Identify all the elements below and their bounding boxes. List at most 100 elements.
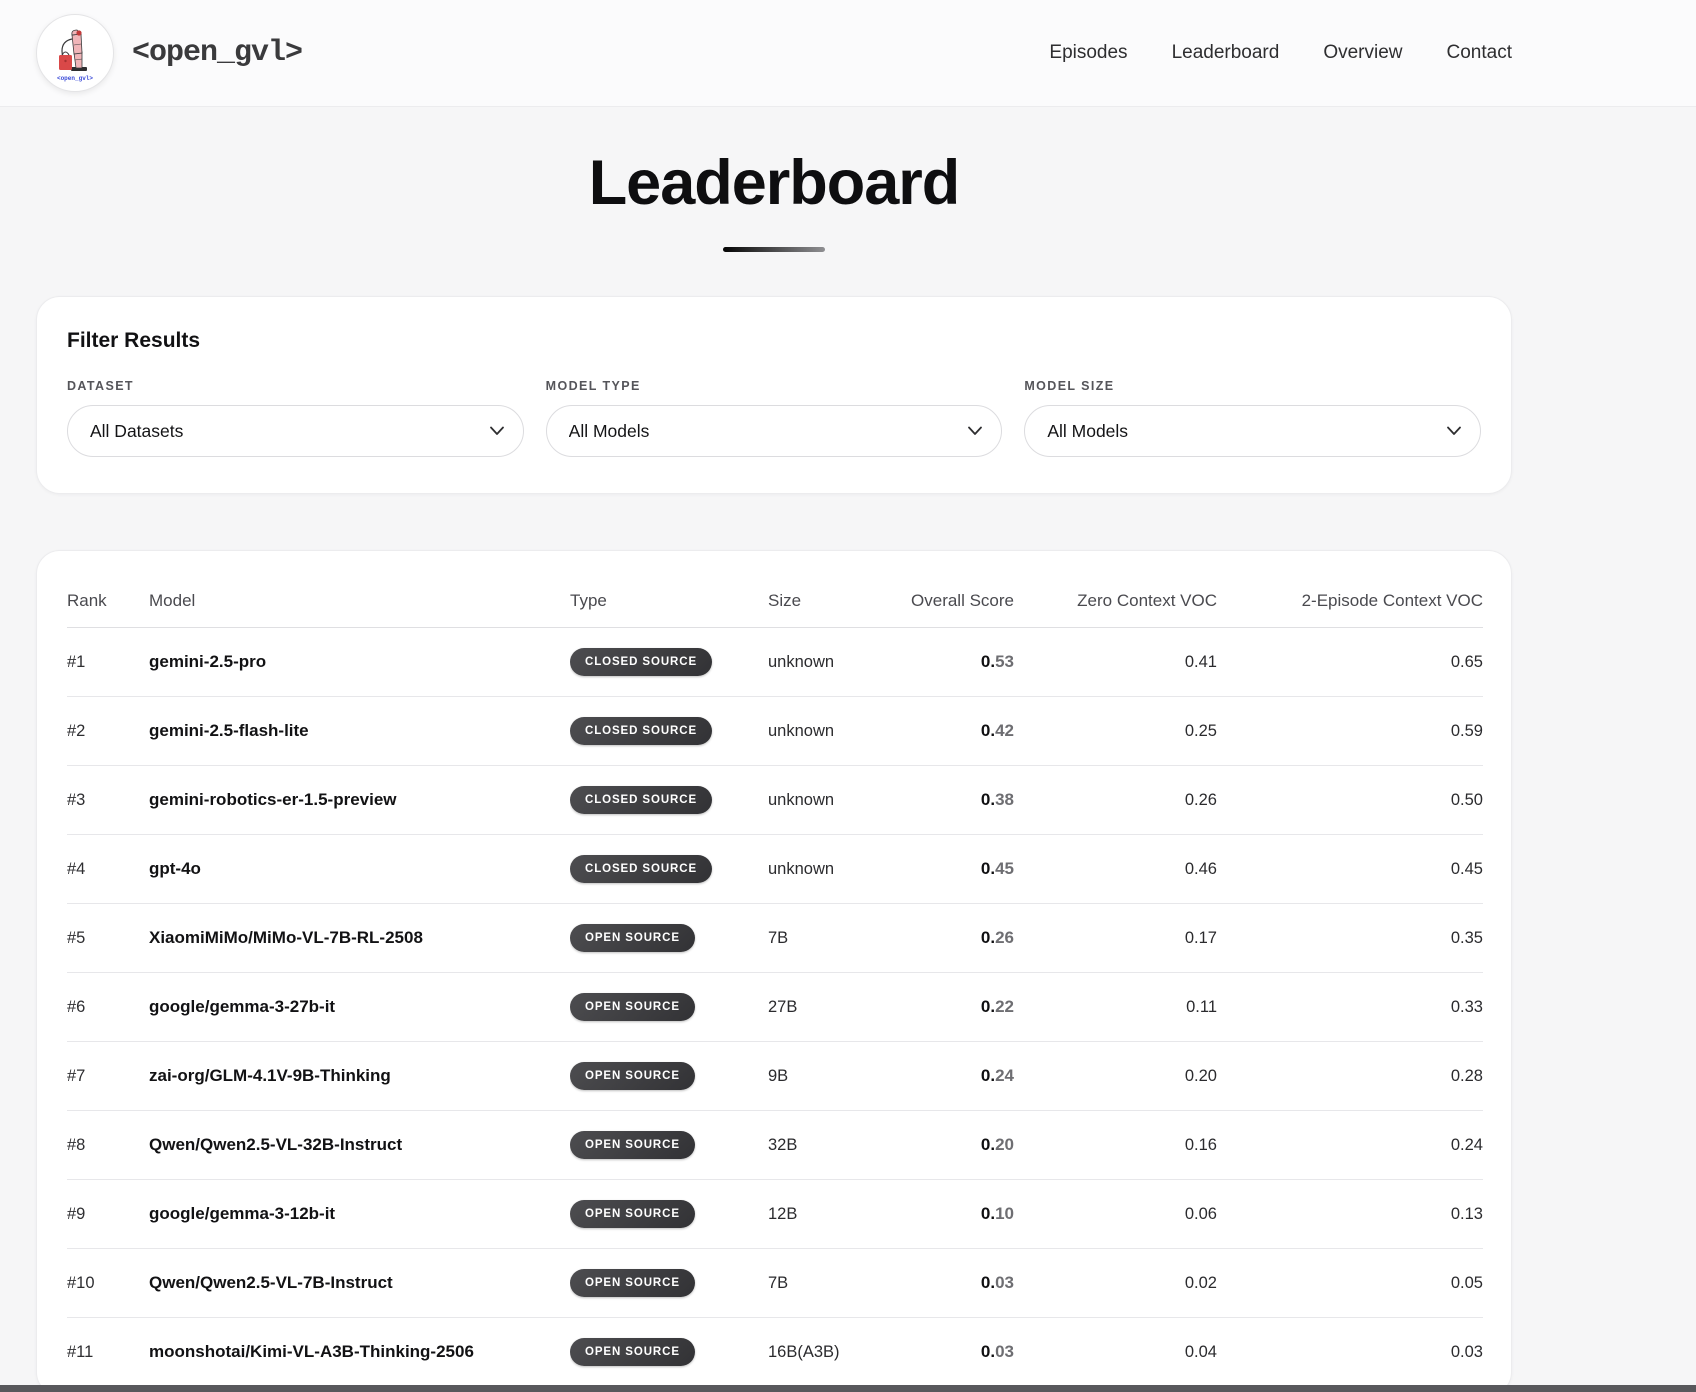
model-name: Qwen/Qwen2.5-VL-32B-Instruct [149,1110,570,1180]
two-episode-context-voc-value: 0.33 [1217,972,1483,1042]
table-row[interactable]: #10 Qwen/Qwen2.5-VL-7B-Instruct OPEN SOU… [67,1248,1483,1318]
zero-context-voc-value: 0.20 [1014,1041,1217,1111]
model-size-select[interactable]: All Models [1024,405,1481,457]
table-row[interactable]: #11 moonshotai/Kimi-VL-A3B-Thinking-2506… [67,1317,1483,1387]
source-type-badge: OPEN SOURCE [570,1131,695,1159]
table-row[interactable]: #4 gpt-4o CLOSED SOURCE unknown 0.45 0.4… [67,834,1483,904]
two-episode-context-voc-value: 0.65 [1217,627,1483,697]
col-header-size: Size [768,581,904,628]
table-row[interactable]: #9 google/gemma-3-12b-it OPEN SOURCE 12B… [67,1179,1483,1249]
zero-context-voc-value: 0.11 [1014,972,1217,1042]
size-cell: unknown [768,765,904,835]
rank-cell: #3 [67,765,149,835]
two-episode-context-voc-value: 0.50 [1217,765,1483,835]
source-type-badge: CLOSED SOURCE [570,786,713,814]
zero-context-voc-value: 0.17 [1014,903,1217,973]
source-type-badge: OPEN SOURCE [570,924,695,952]
table-row[interactable]: #1 gemini-2.5-pro CLOSED SOURCE unknown … [67,627,1483,697]
nav-leaderboard[interactable]: Leaderboard [1171,42,1280,63]
col-header-model: Model [149,581,570,628]
source-type-badge: OPEN SOURCE [570,1062,695,1090]
size-cell: 16B(A3B) [768,1317,904,1387]
source-type-badge: OPEN SOURCE [570,1269,695,1297]
table-row[interactable]: #3 gemini-robotics-er-1.5-preview CLOSED… [67,765,1483,835]
model-name: google/gemma-3-12b-it [149,1179,570,1249]
overall-score-value: 0.45 [980,859,1014,878]
filter-card: Filter Results Dataset All Datasets Mode… [36,296,1512,494]
source-type-badge: CLOSED SOURCE [570,648,713,676]
size-cell: unknown [768,627,904,697]
rank-cell: #9 [67,1179,149,1249]
model-name: Qwen/Qwen2.5-VL-7B-Instruct [149,1248,570,1318]
model-name: moonshotai/Kimi-VL-A3B-Thinking-2506 [149,1317,570,1387]
size-cell: unknown [768,696,904,766]
size-cell: 7B [768,903,904,973]
zero-context-voc-value: 0.02 [1014,1248,1217,1318]
size-cell: unknown [768,834,904,904]
model-size-label: Model Size [1024,379,1115,393]
rank-cell: #6 [67,972,149,1042]
table-row[interactable]: #5 XiaomiMiMo/MiMo-VL-7B-RL-2508 OPEN SO… [67,903,1483,973]
zero-context-voc-value: 0.04 [1014,1317,1217,1387]
overall-score-value: 0.10 [980,1204,1014,1223]
size-cell: 12B [768,1179,904,1249]
robot-arm-logo-icon: <open_gvl> [36,14,114,92]
zero-context-voc-value: 0.41 [1014,627,1217,697]
brand-wordmark: <open_gvl> [132,36,303,70]
col-header-zero-context-voc: Zero Context VOC [1014,581,1217,628]
rank-cell: #5 [67,903,149,973]
brand-home-link[interactable]: <open_gvl> <open_gvl> [36,14,303,92]
rank-cell: #1 [67,627,149,697]
zero-context-voc-value: 0.16 [1014,1110,1217,1180]
table-row[interactable]: #2 gemini-2.5-flash-lite CLOSED SOURCE u… [67,696,1483,766]
filter-heading: Filter Results [67,329,201,352]
overall-score-value: 0.53 [980,652,1014,671]
col-header-type: Type [570,581,768,628]
source-type-badge: OPEN SOURCE [570,993,695,1021]
table-row[interactable]: #7 zai-org/GLM-4.1V-9B-Thinking OPEN SOU… [67,1041,1483,1111]
filter-group-dataset: Dataset All Datasets [67,379,524,457]
leaderboard-card: Rank Model Type Size Overall Score Zero … [36,550,1512,1392]
model-name: zai-org/GLM-4.1V-9B-Thinking [149,1041,570,1111]
robot-arm-illustration [59,29,87,71]
zero-context-voc-value: 0.25 [1014,696,1217,766]
nav-overview[interactable]: Overview [1323,42,1403,63]
bottom-edge-strip [0,1385,1696,1392]
model-name: gpt-4o [149,834,570,904]
model-name: google/gemma-3-27b-it [149,972,570,1042]
size-cell: 32B [768,1110,904,1180]
nav-episodes[interactable]: Episodes [1049,42,1128,63]
overall-score-value: 0.26 [980,928,1014,947]
two-episode-context-voc-value: 0.35 [1217,903,1483,973]
overall-score-value: 0.03 [980,1342,1014,1361]
leaderboard-table: Rank Model Type Size Overall Score Zero … [67,581,1483,1387]
two-episode-context-voc-value: 0.59 [1217,696,1483,766]
two-episode-context-voc-value: 0.03 [1217,1317,1483,1387]
site-header: <open_gvl> <open_gvl> Episodes Leaderboa… [0,0,1696,107]
leaderboard-rows: #1 gemini-2.5-pro CLOSED SOURCE unknown … [67,627,1483,1387]
rank-cell: #11 [67,1317,149,1387]
zero-context-voc-value: 0.46 [1014,834,1217,904]
model-type-select[interactable]: All Models [545,405,1003,457]
source-type-badge: CLOSED SOURCE [570,717,713,745]
size-cell: 9B [768,1041,904,1111]
overall-score-value: 0.22 [980,997,1014,1016]
col-header-rank: Rank [67,581,149,628]
model-type-label: Model Type [545,379,641,393]
size-cell: 7B [768,1248,904,1318]
filter-group-model-size: Model Size All Models [1024,379,1481,457]
dataset-select[interactable]: All Datasets [67,405,524,457]
size-cell: 27B [768,972,904,1042]
overall-score-value: 0.42 [980,721,1014,740]
table-row[interactable]: #6 google/gemma-3-27b-it OPEN SOURCE 27B… [67,972,1483,1042]
zero-context-voc-value: 0.06 [1014,1179,1217,1249]
source-type-badge: OPEN SOURCE [570,1338,695,1366]
table-header-row: Rank Model Type Size Overall Score Zero … [67,581,1483,628]
nav-contact[interactable]: Contact [1446,42,1512,63]
two-episode-context-voc-value: 0.24 [1217,1110,1483,1180]
col-header-overall-score: Overall Score [904,581,1014,628]
main-nav: Episodes Leaderboard Overview Contact [1049,42,1512,64]
overall-score-value: 0.20 [980,1135,1014,1154]
table-row[interactable]: #8 Qwen/Qwen2.5-VL-32B-Instruct OPEN SOU… [67,1110,1483,1180]
filter-group-model-type: Model Type All Models [545,379,1003,457]
